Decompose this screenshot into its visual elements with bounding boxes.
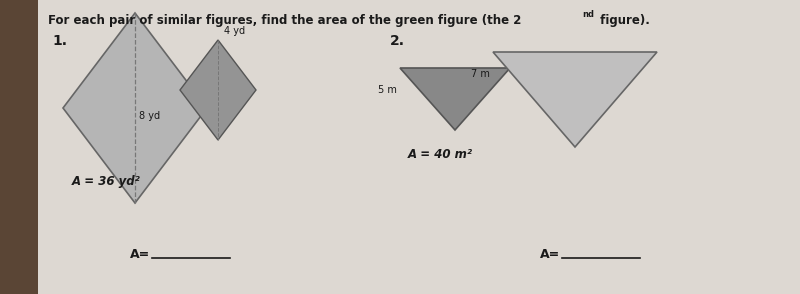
Bar bbox=[0, 0, 38, 294]
Text: A = 36 yd²: A = 36 yd² bbox=[72, 175, 141, 188]
Polygon shape bbox=[63, 13, 207, 203]
Text: A=: A= bbox=[540, 248, 560, 261]
Polygon shape bbox=[400, 68, 510, 130]
Text: 5 m: 5 m bbox=[378, 85, 397, 95]
Text: 1.: 1. bbox=[52, 34, 67, 48]
Polygon shape bbox=[493, 52, 657, 147]
Polygon shape bbox=[180, 40, 256, 140]
Text: 4 yd: 4 yd bbox=[224, 26, 245, 36]
Text: figure).: figure). bbox=[596, 14, 650, 27]
Text: 7 m: 7 m bbox=[471, 69, 490, 79]
Text: For each pair of similar figures, find the area of the green figure (the 2: For each pair of similar figures, find t… bbox=[48, 14, 522, 27]
Text: A = 40 m²: A = 40 m² bbox=[408, 148, 473, 161]
Text: 2.: 2. bbox=[390, 34, 405, 48]
Text: nd: nd bbox=[582, 10, 594, 19]
Text: A=: A= bbox=[130, 248, 150, 261]
Text: 8 yd: 8 yd bbox=[139, 111, 160, 121]
